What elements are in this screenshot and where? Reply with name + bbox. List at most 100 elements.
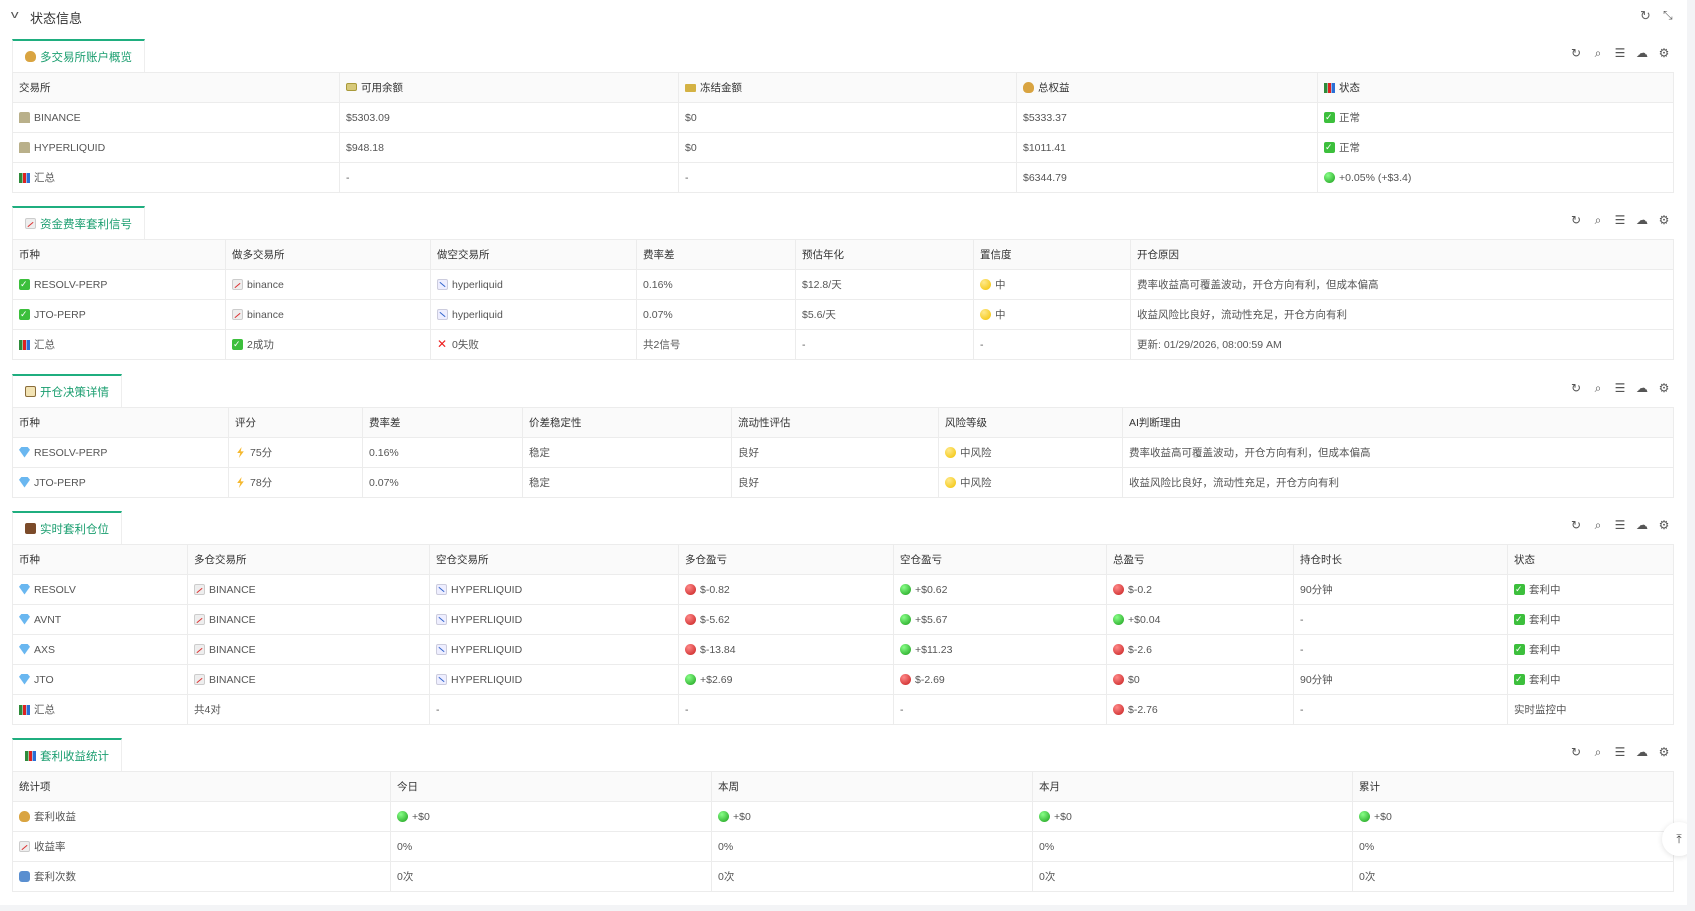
column-header[interactable]: 价差稳定性 <box>522 407 732 438</box>
column-header[interactable]: 冻结金额 <box>678 72 1017 103</box>
refresh-icon[interactable]: ↻ <box>1570 518 1582 532</box>
green-dot-icon <box>1039 810 1050 822</box>
menu-icon[interactable]: ☰ <box>1614 381 1626 395</box>
table-cell: 共4对 <box>187 694 430 725</box>
column-header[interactable]: 本周 <box>711 771 1033 802</box>
settings-icon[interactable]: ⚙ <box>1658 213 1670 227</box>
column-header[interactable]: 做空交易所 <box>430 239 637 270</box>
table-cell: 套利中 <box>1507 634 1674 665</box>
menu-icon[interactable]: ☰ <box>1614 518 1626 532</box>
cell-text: hyperliquid <box>452 278 503 291</box>
refresh-icon[interactable]: ↻ <box>1570 745 1582 759</box>
column-header[interactable]: 总盈亏 <box>1106 544 1294 575</box>
cell-text: $1011.41 <box>1023 141 1067 154</box>
settings-icon[interactable]: ⚙ <box>1658 381 1670 395</box>
table-cell: 正常 <box>1317 102 1674 133</box>
column-header[interactable]: 持仓时长 <box>1293 544 1508 575</box>
diamond-icon <box>19 446 30 458</box>
cell-text: $6344.79 <box>1023 171 1067 184</box>
column-header[interactable]: 评分 <box>228 407 363 438</box>
refresh-icon[interactable]: ↻ <box>1570 381 1582 395</box>
table-cell: $5333.37 <box>1016 102 1318 133</box>
tab-3[interactable]: 开仓决策详情 <box>12 374 122 407</box>
cell-text: 收益率 <box>34 841 66 853</box>
column-header[interactable]: 费率差 <box>636 239 796 270</box>
column-header[interactable]: 置信度 <box>973 239 1131 270</box>
column-header[interactable]: 开仓原因 <box>1130 239 1674 270</box>
column-header[interactable]: 总权益 <box>1016 72 1318 103</box>
green-dot-icon <box>397 810 408 822</box>
table-cell: $-2.69 <box>893 664 1107 695</box>
table-cell: 0次 <box>390 861 712 892</box>
cell-text: RESOLV-PERP <box>34 446 108 459</box>
search-icon[interactable]: ⌕ <box>1594 380 1602 395</box>
search-icon[interactable]: ⌕ <box>1594 212 1602 227</box>
cell-text: HYPERLIQUID <box>451 673 523 686</box>
cell-text: 75分 <box>250 447 273 459</box>
chevron-down-icon[interactable]: v <box>10 9 19 21</box>
table-cell: 0.16% <box>636 269 796 300</box>
cloud-upload-icon[interactable]: ☁ <box>1636 745 1648 759</box>
cell-text: +$5.67 <box>915 613 948 626</box>
column-header[interactable]: 交易所 <box>12 72 340 103</box>
column-header[interactable]: 多仓交易所 <box>187 544 430 575</box>
menu-icon[interactable]: ☰ <box>1614 213 1626 227</box>
settings-icon[interactable]: ⚙ <box>1658 518 1670 532</box>
settings-icon[interactable]: ⚙ <box>1658 745 1670 759</box>
search-icon[interactable]: ⌕ <box>1594 744 1602 759</box>
column-header[interactable]: 本月 <box>1032 771 1353 802</box>
column-header[interactable]: 状态 <box>1507 544 1674 575</box>
column-header[interactable]: 空仓交易所 <box>429 544 679 575</box>
menu-icon[interactable]: ☰ <box>1614 46 1626 60</box>
cell-text: 中风险 <box>960 477 992 489</box>
table-cell: 0% <box>1032 831 1353 862</box>
fullscreen-icon[interactable]: ⤡ <box>1663 8 1673 22</box>
table-cell: +$0 <box>1352 801 1674 832</box>
cloud-upload-icon[interactable]: ☁ <box>1636 46 1648 60</box>
tab-1[interactable]: 多交易所账户概览 <box>12 39 145 72</box>
cell-text: 0.07% <box>643 308 673 321</box>
menu-icon[interactable]: ☰ <box>1614 745 1626 759</box>
column-header[interactable]: 币种 <box>12 544 188 575</box>
cell-text: AXS <box>34 643 56 656</box>
cloud-upload-icon[interactable]: ☁ <box>1636 213 1648 227</box>
column-header[interactable]: 做多交易所 <box>225 239 431 270</box>
column-header[interactable]: 流动性评估 <box>731 407 939 438</box>
tab-5[interactable]: 套利收益统计 <box>12 738 122 771</box>
table-row: RESOLV BINANCE HYPERLIQUID $-0.82 +$0.62 $-0.… <box>12 574 1674 605</box>
cloud-upload-icon[interactable]: ☁ <box>1636 518 1648 532</box>
search-icon[interactable]: ⌕ <box>1594 517 1602 532</box>
search-icon[interactable]: ⌕ <box>1594 45 1602 60</box>
column-header[interactable]: 可用余额 <box>339 72 679 103</box>
settings-icon[interactable]: ⚙ <box>1658 46 1670 60</box>
cloud-upload-icon[interactable]: ☁ <box>1636 381 1648 395</box>
column-header[interactable]: 费率差 <box>362 407 523 438</box>
tab-2[interactable]: 资金费率套利信号 <box>12 206 145 239</box>
cell-text: 0次 <box>397 871 414 883</box>
scrollbar-track[interactable] <box>1687 0 1695 911</box>
clipboard-icon <box>25 386 36 397</box>
column-header[interactable]: 空仓盈亏 <box>893 544 1107 575</box>
column-header[interactable]: AI判断理由 <box>1122 407 1674 438</box>
column-header[interactable]: 币种 <box>12 407 229 438</box>
column-header[interactable]: 累计 <box>1352 771 1674 802</box>
table-cell: 75分 <box>228 437 363 468</box>
refresh-icon[interactable]: ↻ <box>1570 46 1582 60</box>
cell-text: 套利收益 <box>34 811 76 823</box>
cell-text: 良好 <box>738 477 759 489</box>
column-header[interactable]: 状态 <box>1317 72 1674 103</box>
column-header[interactable]: 多仓盈亏 <box>678 544 894 575</box>
refresh-icon[interactable]: ↻ <box>1570 213 1582 227</box>
column-header[interactable]: 今日 <box>390 771 712 802</box>
refresh-icon[interactable]: ↻ <box>1640 8 1651 23</box>
red-dot-icon <box>685 613 696 625</box>
column-header[interactable]: 预估年化 <box>795 239 974 270</box>
column-header[interactable]: 统计项 <box>12 771 391 802</box>
tab-4[interactable]: 实时套利仓位 <box>12 511 122 544</box>
column-header[interactable]: 风险等级 <box>938 407 1123 438</box>
table-cell: - <box>893 694 1107 725</box>
cell-text: 0.07% <box>369 476 399 489</box>
column-header[interactable]: 币种 <box>12 239 226 270</box>
table-cell: $12.8/天 <box>795 269 974 300</box>
column-header-label: 可用余额 <box>361 82 403 94</box>
